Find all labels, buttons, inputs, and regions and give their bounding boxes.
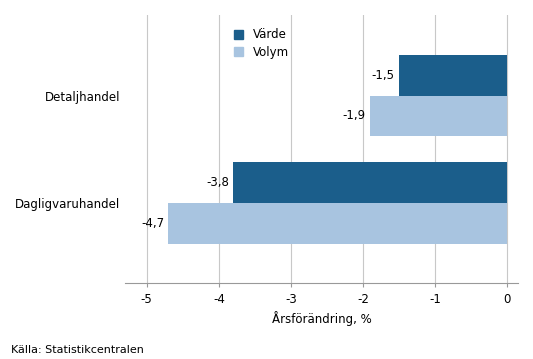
Text: Källa: Statistikcentralen: Källa: Statistikcentralen [11, 345, 143, 355]
Text: -3,8: -3,8 [206, 176, 229, 189]
Bar [168, 203, 507, 244]
Text: -1,9: -1,9 [343, 109, 366, 122]
Text: -4,7: -4,7 [141, 217, 164, 230]
Text: -1,5: -1,5 [372, 69, 395, 81]
Bar [233, 162, 507, 203]
Bar [370, 95, 507, 136]
X-axis label: Årsförändring, %: Årsförändring, % [272, 311, 372, 326]
Bar [399, 55, 507, 95]
Legend: Värde, Volym: Värde, Volym [229, 24, 294, 64]
